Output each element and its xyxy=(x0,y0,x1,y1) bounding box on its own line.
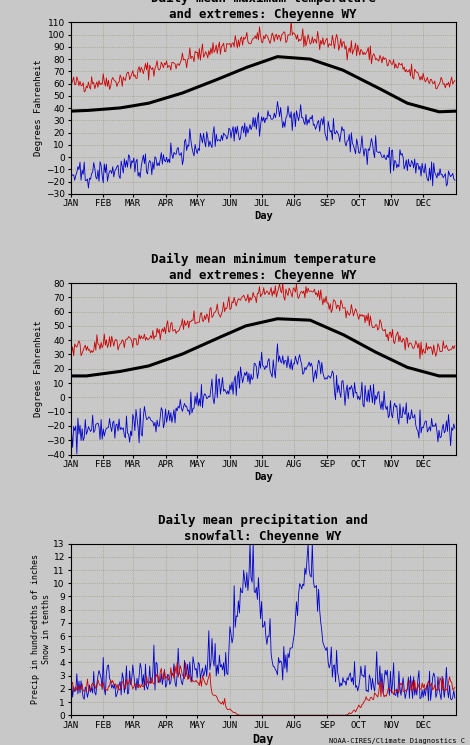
Title: Daily mean maximum temperature
and extremes: Cheyenne WY: Daily mean maximum temperature and extre… xyxy=(151,0,376,21)
Title: Daily mean precipitation and
snowfall: Cheyenne WY: Daily mean precipitation and snowfall: C… xyxy=(158,513,368,542)
X-axis label: Day: Day xyxy=(254,211,273,221)
X-axis label: Day: Day xyxy=(254,472,273,482)
X-axis label: Day: Day xyxy=(252,732,274,745)
Text: NOAA-CIRES/Climate Diagnostics C: NOAA-CIRES/Climate Diagnostics C xyxy=(329,738,465,744)
Y-axis label: Precip in hundredths of inches
Snow in tenths: Precip in hundredths of inches Snow in t… xyxy=(31,554,51,705)
Y-axis label: Degrees Fahrenheit: Degrees Fahrenheit xyxy=(34,60,43,156)
Title: Daily mean minimum temperature
and extremes: Cheyenne WY: Daily mean minimum temperature and extre… xyxy=(151,253,376,282)
Y-axis label: Degrees Fahrenheit: Degrees Fahrenheit xyxy=(34,320,43,417)
